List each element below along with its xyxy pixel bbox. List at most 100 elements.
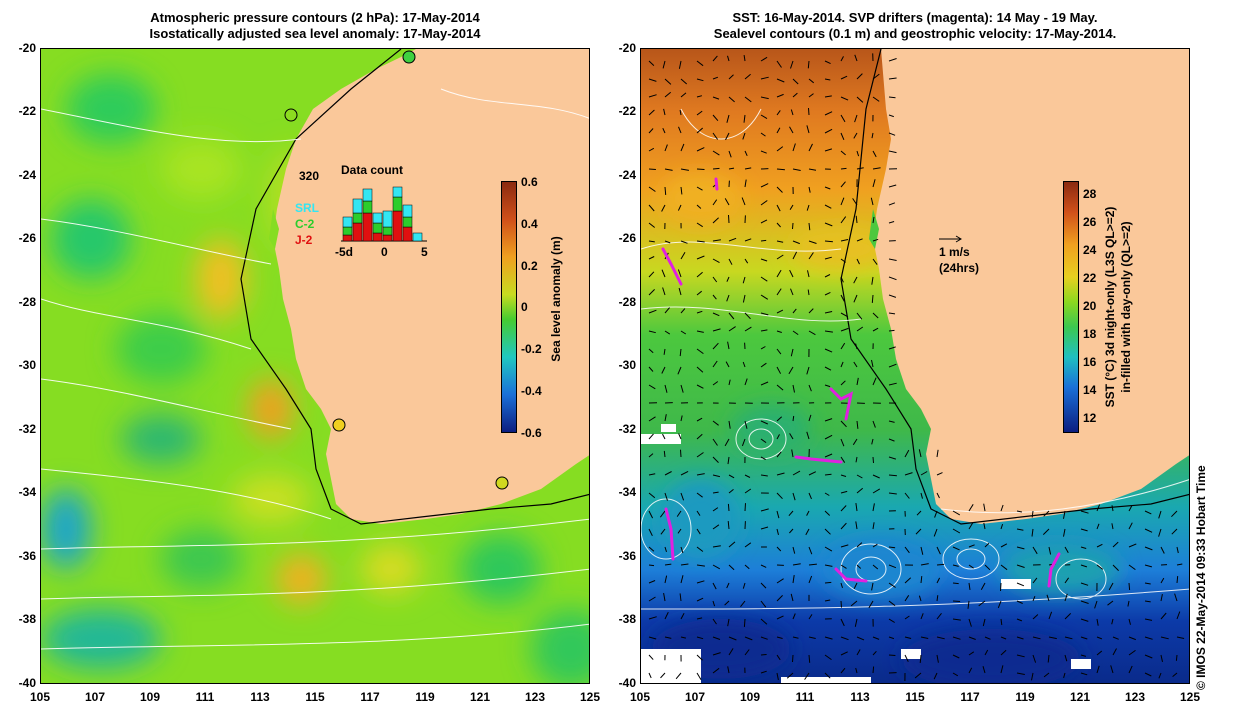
velocity-arrow [888,329,895,332]
velocity-arrow [840,667,846,674]
left-ytick: -20 [18,41,36,55]
velocity-arrow [680,470,689,476]
velocity-arrow [824,291,831,296]
sst-cbtick-26: 26 [1083,215,1097,229]
velocity-arrow [1096,636,1103,640]
velocity-arrow [904,654,909,662]
velocity-arrow [853,294,858,303]
velocity-arrow [776,60,782,68]
velocity-arrow [696,271,703,278]
right-ytick: -22 [618,104,636,118]
velocity-arrow [808,471,817,476]
velocity-arrow [824,128,833,134]
velocity-arrow [1032,654,1037,663]
velocity-arrow [872,543,878,548]
velocity-arrow [872,96,880,102]
velocity-arrow [696,580,705,584]
velocity-arrow [968,522,974,530]
velocity-arrow [743,618,746,627]
velocity-arrow [792,222,794,230]
sst-map: 1 m/s (24hrs) 28 26 24 22 20 18 16 14 12… [640,48,1190,684]
velocity-arrow [872,503,875,512]
left-panel-title: Atmospheric pressure contours (2 hPa): 1… [40,10,590,42]
velocity-arrow [856,474,863,479]
velocity-arrow [696,186,703,191]
velocity-arrow [1032,596,1036,602]
velocity-arrow [744,96,752,103]
velocity-arrow [856,542,863,548]
velocity-arrow [776,654,781,661]
velocity-arrow [676,510,682,517]
velocity-arrow [872,238,879,242]
velocity-arrow [840,438,845,447]
velocity-arrow [872,216,875,224]
left-xtick: 113 [250,690,270,704]
velocity-arrow [664,492,668,501]
velocity-arrow [1111,523,1114,530]
velocity-arrow [712,618,717,625]
velocity-arrow [808,414,812,422]
velocity-arrow [1144,582,1151,585]
velocity-arrow [680,546,684,554]
velocity-arrow [888,258,897,261]
right-title-line2: Sealevel contours (0.1 m) and geostrophi… [713,26,1117,41]
velocity-arrow [648,416,656,422]
velocity-arrow [872,522,875,530]
velocity-arrow [824,330,833,333]
histogram-bar [342,226,353,236]
velocity-arrow [968,651,975,656]
velocity-arrow [1000,618,1003,626]
velocity-arrow [792,92,798,98]
velocity-arrow [856,96,864,103]
velocity-arrow [712,491,719,494]
velocity-arrow [1032,636,1041,640]
velocity-arrow [680,612,685,620]
velocity-arrow [888,582,896,588]
velocity-arrow [968,582,971,590]
velocity-arrow [1064,593,1068,602]
velocity-arrow [840,75,848,80]
velocity-arrow [952,582,959,585]
right-xtick: 113 [850,690,870,704]
velocity-arrow [888,438,895,442]
velocity-arrow [712,294,717,300]
station-marker-3 [495,476,509,490]
velocity-arrow [1144,600,1151,603]
velocity-arrow [712,438,718,446]
velocity-arrow [1160,612,1167,620]
velocity-arrow [852,198,858,206]
velocity-arrow [662,287,666,296]
velocity-arrow [983,503,986,512]
velocity-arrow [808,78,815,84]
velocity-arrow [808,636,816,639]
histogram-bar [402,204,413,218]
drifter-track [834,567,868,583]
histogram-bar [372,212,383,224]
right-ytick: -28 [618,295,636,309]
sst-map-svg [641,49,1189,683]
velocity-arrow [663,593,666,602]
velocity-arrow [696,636,704,640]
velocity-arrow [952,528,961,534]
sst-cbtick-12: 12 [1083,411,1097,425]
velocity-arrow [792,143,796,152]
histogram-bar [382,234,393,242]
velocity-arrow [648,271,655,278]
velocity-arrow [888,492,897,495]
velocity-arrow [856,326,864,332]
velocity-arrow [776,222,781,228]
velocity-arrow [856,487,864,494]
velocity-arrow [648,78,657,82]
velocity-arrow [853,132,858,139]
velocity-arrow [824,654,832,661]
velocity-arrow [662,60,666,69]
velocity-arrow [776,348,782,355]
velocity-arrow [1158,528,1162,537]
velocity-arrow [789,528,794,534]
velocity-arrow [648,366,654,372]
velocity-arrow [853,361,858,368]
velocity-arrow [1176,576,1179,584]
velocity-arrow [1064,577,1070,584]
velocity-arrow [888,294,897,298]
velocity-arrow [664,575,668,584]
